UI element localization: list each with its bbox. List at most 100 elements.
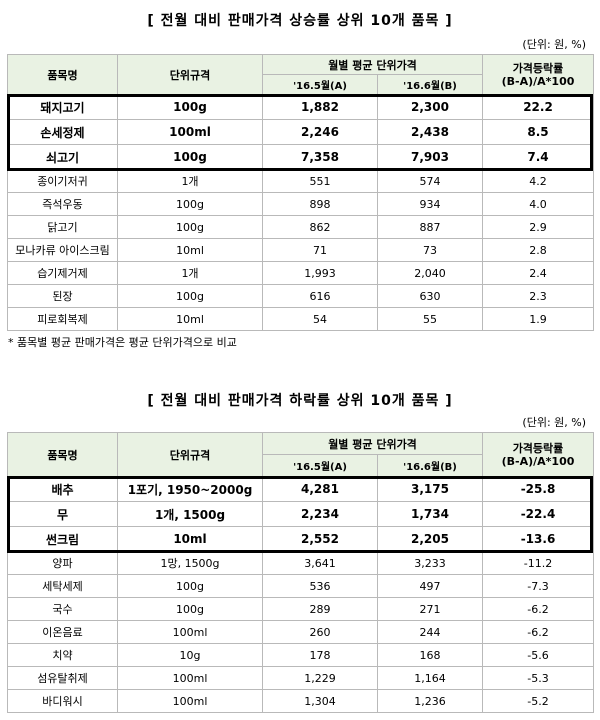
cell-jun-price: 1,164: [377, 666, 483, 690]
cell-spec: 100g: [117, 192, 263, 216]
cell-may-price: 71: [262, 238, 378, 262]
header-spec: 단위규격: [117, 54, 263, 95]
cell-may-price: 1,229: [262, 666, 378, 690]
cell-spec: 1개: [117, 261, 263, 285]
table-row: 습기제거제 1개 1,993 2,040 2.4: [7, 261, 594, 285]
table-row: 양파 1망, 1500g 3,641 3,233 -11.2: [7, 551, 594, 575]
cell-item: 피로회복제: [7, 307, 118, 331]
cell-jun-price: 574: [377, 169, 483, 193]
header-rate-line2: (B-A)/A*100: [501, 454, 575, 468]
cell-item: 닭고기: [7, 215, 118, 239]
bottom-unit-label: (단위: 원, %): [522, 416, 586, 429]
cell-may-price: 54: [262, 307, 378, 331]
cell-item: 돼지고기: [7, 94, 118, 120]
cell-spec: 1망, 1500g: [117, 551, 263, 575]
cell-spec: 1개, 1500g: [117, 501, 263, 527]
cell-rate: 2.8: [482, 238, 594, 262]
cell-item: 종이기저귀: [7, 169, 118, 193]
cell-jun-price: 630: [377, 284, 483, 308]
header-item: 품목명: [7, 432, 118, 477]
cell-item: 섬유탈취제: [7, 666, 118, 690]
table-row: 섬유탈취제 100ml 1,229 1,164 -5.3: [7, 666, 594, 690]
cell-spec: 100ml: [117, 620, 263, 644]
table-row: 썬크림 10ml 2,552 2,205 -13.6: [7, 526, 594, 552]
top-footnote: * 품목별 평균 판매가격은 평균 단위가격으로 비교: [8, 336, 237, 349]
cell-spec: 100ml: [117, 689, 263, 713]
cell-rate: 4.2: [482, 169, 594, 193]
header-jun: '16.6월(B): [377, 74, 483, 95]
cell-rate: -13.6: [482, 526, 594, 552]
table-row: 손세정제 100ml 2,246 2,438 8.5: [7, 119, 594, 145]
cell-spec: 100ml: [117, 119, 263, 145]
cell-jun-price: 271: [377, 597, 483, 621]
header-may: '16.5월(A): [262, 74, 378, 95]
cell-item: 모나카류 아이스크림: [7, 238, 118, 262]
cell-may-price: 1,993: [262, 261, 378, 285]
cell-spec: 10g: [117, 643, 263, 667]
cell-spec: 100g: [117, 144, 263, 170]
table-row: 돼지고기 100g 1,882 2,300 22.2: [7, 94, 594, 120]
cell-spec: 100g: [117, 574, 263, 598]
cell-jun-price: 1,236: [377, 689, 483, 713]
header-rate: 가격등락률 (B-A)/A*100: [482, 432, 594, 477]
table-row: 치약 10g 178 168 -5.6: [7, 643, 594, 667]
header-avg-price: 월별 평균 단위가격: [262, 54, 483, 75]
cell-jun-price: 1,734: [377, 501, 483, 527]
cell-rate: 4.0: [482, 192, 594, 216]
cell-spec: 100g: [117, 215, 263, 239]
header-rate-line1: 가격등락률: [512, 61, 564, 75]
header-rate-line1: 가격등락률: [512, 441, 564, 455]
cell-may-price: 178: [262, 643, 378, 667]
cell-item: 즉석우동: [7, 192, 118, 216]
cell-may-price: 1,882: [262, 94, 378, 120]
cell-rate: 22.2: [482, 94, 594, 120]
header-may: '16.5월(A): [262, 454, 378, 477]
cell-jun-price: 934: [377, 192, 483, 216]
cell-may-price: 260: [262, 620, 378, 644]
header-spec: 단위규격: [117, 432, 263, 477]
table-row: 세탁세제 100g 536 497 -7.3: [7, 574, 594, 598]
table-row: 종이기저귀 1개 551 574 4.2: [7, 169, 594, 193]
cell-may-price: 2,552: [262, 526, 378, 552]
cell-item: 썬크림: [7, 526, 118, 552]
cell-rate: 7.4: [482, 144, 594, 170]
cell-jun-price: 3,175: [377, 476, 483, 502]
cell-rate: 2.9: [482, 215, 594, 239]
header-avg-price: 월별 평균 단위가격: [262, 432, 483, 455]
cell-rate: -5.3: [482, 666, 594, 690]
table-row: 닭고기 100g 862 887 2.9: [7, 215, 594, 239]
cell-rate: 2.4: [482, 261, 594, 285]
cell-may-price: 616: [262, 284, 378, 308]
cell-jun-price: 55: [377, 307, 483, 331]
cell-item: 이온음료: [7, 620, 118, 644]
cell-rate: 1.9: [482, 307, 594, 331]
cell-jun-price: 168: [377, 643, 483, 667]
cell-item: 무: [7, 501, 118, 527]
cell-item: 양파: [7, 551, 118, 575]
cell-spec: 1개: [117, 169, 263, 193]
cell-may-price: 3,641: [262, 551, 378, 575]
cell-jun-price: 73: [377, 238, 483, 262]
cell-item: 치약: [7, 643, 118, 667]
cell-may-price: 536: [262, 574, 378, 598]
cell-rate: 2.3: [482, 284, 594, 308]
cell-item: 습기제거제: [7, 261, 118, 285]
cell-rate: -22.4: [482, 501, 594, 527]
cell-rate: -6.2: [482, 620, 594, 644]
cell-jun-price: 497: [377, 574, 483, 598]
cell-rate: -5.2: [482, 689, 594, 713]
cell-jun-price: 2,300: [377, 94, 483, 120]
bottom-table-title: [ 전월 대비 판매가격 하락률 상위 10개 품목 ]: [147, 393, 453, 409]
cell-rate: -25.8: [482, 476, 594, 502]
cell-item: 바디워시: [7, 689, 118, 713]
cell-jun-price: 7,903: [377, 144, 483, 170]
cell-rate: -5.6: [482, 643, 594, 667]
table-row: 이온음료 100ml 260 244 -6.2: [7, 620, 594, 644]
table-row: 쇠고기 100g 7,358 7,903 7.4: [7, 144, 594, 170]
top-unit-label: (단위: 원, %): [522, 38, 586, 51]
cell-item: 된장: [7, 284, 118, 308]
cell-spec: 100g: [117, 284, 263, 308]
cell-may-price: 862: [262, 215, 378, 239]
cell-may-price: 289: [262, 597, 378, 621]
table-row: 된장 100g 616 630 2.3: [7, 284, 594, 308]
